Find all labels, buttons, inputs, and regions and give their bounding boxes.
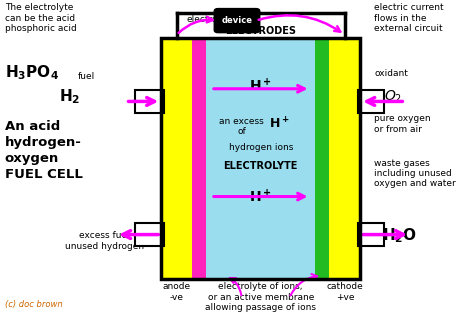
Bar [358, 223, 384, 247]
Text: An acid
hydrogen-
oxygen
FUEL CELL: An acid hydrogen- oxygen FUEL CELL [5, 120, 82, 181]
Text: $\mathbf{H^+}$: $\mathbf{H^+}$ [269, 116, 290, 131]
Text: cathode
+ve: cathode +ve [327, 282, 363, 301]
Text: hydrogen ions: hydrogen ions [228, 143, 293, 152]
Bar [315, 38, 329, 279]
Text: oxidant: oxidant [374, 69, 408, 78]
Text: anode
-ve: anode -ve [163, 282, 191, 301]
Bar [135, 90, 164, 113]
Bar [192, 38, 206, 279]
Bar [161, 38, 360, 279]
Text: electrons: electrons [186, 15, 228, 23]
FancyBboxPatch shape [214, 9, 260, 33]
Bar [329, 38, 360, 279]
Text: an excess
of: an excess of [219, 117, 264, 137]
Text: $\mathbf{H_2O}$: $\mathbf{H_2O}$ [382, 227, 417, 245]
Text: The electrolyte
can be the acid
phosphoric acid: The electrolyte can be the acid phosphor… [5, 3, 76, 33]
Text: (c) doc brown: (c) doc brown [5, 300, 63, 309]
Text: device: device [221, 16, 253, 25]
Text: ELECTRODES: ELECTRODES [225, 26, 296, 36]
Text: excess fuel
unused hydrogen: excess fuel unused hydrogen [65, 231, 144, 251]
Text: $\mathbf{H^+}$: $\mathbf{H^+}$ [249, 77, 272, 94]
Text: electric current
flows in the
external circuit: electric current flows in the external c… [374, 3, 444, 33]
Bar [135, 223, 164, 247]
Text: $\mathbf{H^+}$: $\mathbf{H^+}$ [249, 188, 272, 205]
Text: $O_2$: $O_2$ [384, 89, 402, 105]
Text: electrolyte of ions,
or an active membrane
allowing passage of ions: electrolyte of ions, or an active membra… [205, 282, 316, 312]
Bar [161, 38, 192, 279]
Text: waste gases
including unused
oxygen and water: waste gases including unused oxygen and … [374, 158, 456, 188]
Text: pure oxygen
or from air: pure oxygen or from air [374, 114, 431, 133]
Text: $\mathbf{H_3PO_4}$: $\mathbf{H_3PO_4}$ [5, 63, 59, 82]
Text: ELECTROLYTE: ELECTROLYTE [224, 161, 298, 171]
Text: fuel: fuel [78, 72, 95, 81]
Bar [358, 90, 384, 113]
Text: $\mathbf{H_2}$: $\mathbf{H_2}$ [59, 87, 81, 106]
Bar [206, 38, 315, 279]
